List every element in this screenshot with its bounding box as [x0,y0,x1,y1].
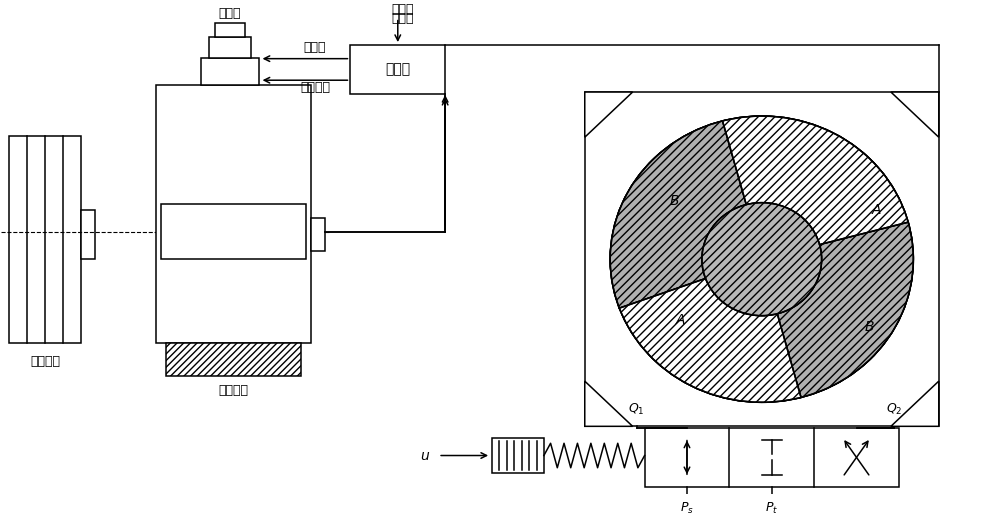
Bar [81,209,95,259]
Text: 给定运: 给定运 [392,3,414,16]
Text: 控制器: 控制器 [385,62,410,76]
Text: A: A [675,313,685,327]
Bar [311,218,325,251]
Text: 压力反馈: 压力反馈 [301,80,331,94]
Polygon shape [585,381,633,426]
Wedge shape [777,222,913,397]
Text: $P_t$: $P_t$ [765,501,778,516]
Text: 伺服阀: 伺服阀 [219,7,241,20]
Text: $Q_1$: $Q_1$ [628,402,645,417]
Text: A: A [872,203,881,217]
Bar [492,438,544,473]
Text: B: B [669,194,679,208]
Text: $Q_2$: $Q_2$ [886,402,902,417]
Text: 惯性负载: 惯性负载 [30,355,60,368]
Bar [156,85,311,344]
Text: $P_s$: $P_s$ [680,501,694,516]
Circle shape [610,116,913,402]
Polygon shape [891,92,939,137]
Text: B: B [865,320,874,334]
Bar [209,38,251,58]
Polygon shape [585,92,633,137]
Text: $u$: $u$ [420,448,430,462]
Bar [201,58,259,85]
Circle shape [610,116,913,402]
Text: 液压油: 液压油 [303,41,326,54]
Bar [350,45,445,94]
Polygon shape [891,381,939,426]
Circle shape [702,203,822,316]
Wedge shape [619,279,801,402]
Bar [645,428,899,487]
Bar [161,204,306,259]
Bar [9,136,81,344]
Text: 动轨迹: 动轨迹 [392,12,414,25]
Wedge shape [610,121,746,308]
Bar [215,23,245,38]
Wedge shape [723,116,908,245]
Bar [166,344,301,376]
Text: 位置信号: 位置信号 [218,384,248,397]
Bar [585,92,939,426]
